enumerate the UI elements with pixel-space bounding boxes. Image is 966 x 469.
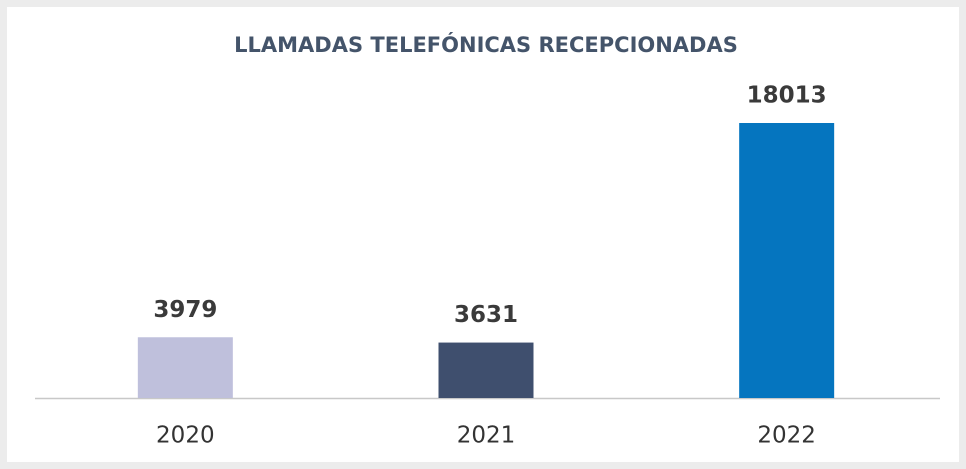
x-tick-label: 2021: [457, 423, 516, 449]
bar: [438, 342, 534, 398]
bar: [739, 123, 835, 398]
value-label: 18013: [747, 83, 827, 109]
x-tick-label: 2022: [757, 423, 816, 449]
value-label: 3979: [153, 297, 217, 323]
bar: [137, 337, 233, 398]
x-tick-label: 2020: [156, 423, 215, 449]
value-label: 3631: [454, 302, 518, 328]
chart-title: LLAMADAS TELEFÓNICAS RECEPCIONADAS: [234, 32, 738, 57]
